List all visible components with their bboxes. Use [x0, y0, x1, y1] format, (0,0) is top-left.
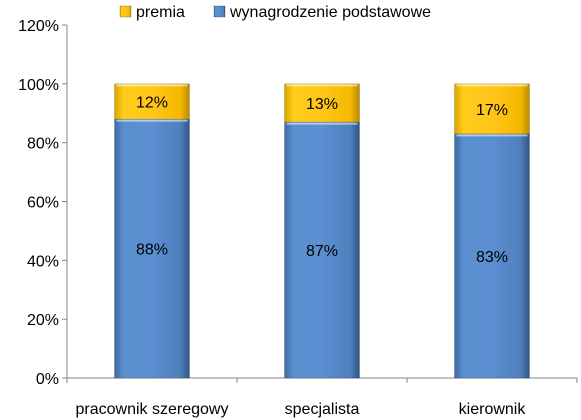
- legend-label: wynagrodzenie podstawowe: [229, 4, 431, 21]
- data-label: 13%: [306, 96, 338, 113]
- bar-group: 88% 12% 87% 13% 83% 17%: [114, 83, 530, 379]
- y-tick-label: 20%: [27, 312, 59, 329]
- bar-segment: [114, 83, 190, 120]
- y-tick-label: 60%: [27, 195, 59, 212]
- legend-label: premia: [136, 4, 185, 21]
- bar-segment: [284, 83, 360, 123]
- bar-segment: [284, 121, 360, 379]
- bar-segment: [114, 118, 190, 379]
- y-tick-label: 0%: [36, 371, 59, 388]
- y-tick-label: 100%: [18, 77, 59, 94]
- data-label: 88%: [136, 242, 168, 259]
- bar-segment: [454, 133, 530, 379]
- x-category-label: specjalista: [285, 401, 360, 418]
- y-tick-label: 120%: [18, 18, 59, 35]
- x-category-label: pracownik szeregowy: [76, 401, 229, 418]
- data-label: 17%: [476, 102, 508, 119]
- data-label: 83%: [476, 249, 508, 266]
- x-tick-group: pracownik szeregowy specjalista kierownik: [66, 378, 578, 418]
- y-tick-label: 40%: [27, 253, 59, 270]
- legend-swatch: [213, 5, 226, 18]
- x-axis: pracownik szeregowy specjalista kierownik: [66, 377, 578, 418]
- y-tick-group: 0% 20% 40% 60% 80% 100% 120%: [18, 18, 67, 388]
- bar-segment: [454, 83, 530, 135]
- x-category-label: kierownik: [459, 401, 527, 418]
- data-label: 12%: [136, 94, 168, 111]
- legend: premia wynagrodzenie podstawowe: [119, 4, 431, 21]
- y-tick-label: 80%: [27, 136, 59, 153]
- y-axis: 0% 20% 40% 60% 80% 100% 120%: [18, 18, 68, 388]
- legend-swatch: [119, 5, 132, 18]
- data-label: 87%: [306, 243, 338, 260]
